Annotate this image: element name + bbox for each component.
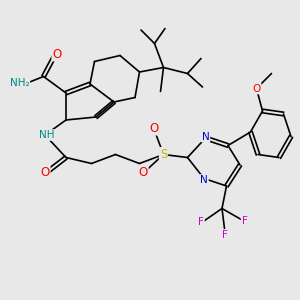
Text: NH₂: NH₂ bbox=[10, 77, 29, 88]
Text: F: F bbox=[198, 217, 204, 227]
Text: NH: NH bbox=[39, 130, 54, 140]
Text: O: O bbox=[40, 166, 50, 179]
Text: F: F bbox=[222, 230, 228, 240]
Text: O: O bbox=[52, 47, 62, 61]
Text: F: F bbox=[242, 215, 248, 226]
Text: O: O bbox=[150, 122, 159, 135]
Text: N: N bbox=[200, 175, 208, 185]
Text: O: O bbox=[252, 83, 261, 94]
Text: O: O bbox=[139, 166, 148, 179]
Text: S: S bbox=[160, 148, 167, 161]
Text: N: N bbox=[202, 131, 209, 142]
